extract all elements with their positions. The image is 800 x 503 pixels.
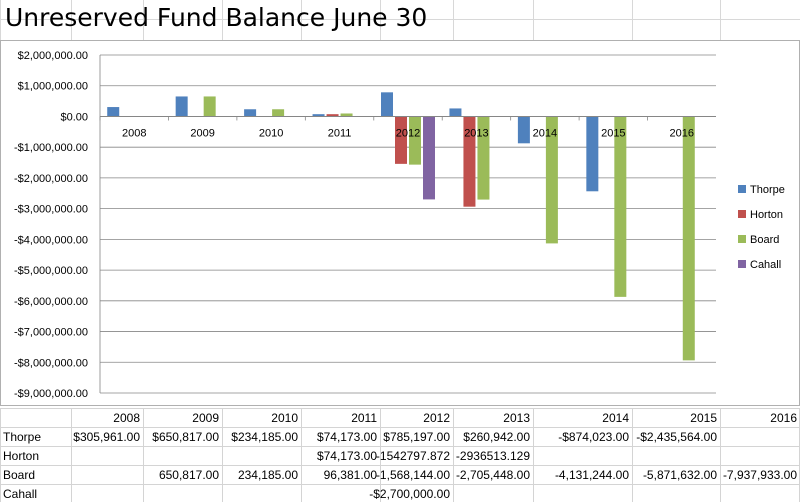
x-tick-label: 2016	[670, 127, 694, 139]
table-cell: -1,568,144.00	[375, 468, 450, 482]
legend-swatch-cahall	[738, 260, 746, 268]
table-cell: -1542797.872	[375, 449, 450, 463]
table-row-label: Horton	[3, 449, 40, 463]
chart-area-border	[0, 40, 800, 406]
table-cell: -5,871,632.00	[642, 468, 717, 482]
bar-board-2014	[545, 116, 558, 244]
chart-bars	[107, 92, 695, 361]
table-cell: -4,131,244.00	[554, 468, 629, 482]
bar-thorpe-2012	[381, 92, 393, 117]
y-tick-label: $0.00	[60, 111, 88, 123]
bar-board-2015	[614, 116, 627, 297]
bar-cahall-2012	[423, 116, 435, 200]
table-row-label: Board	[3, 468, 36, 482]
bar-board-2013	[477, 116, 490, 200]
table-cell: $785,197.00	[383, 430, 450, 444]
table-header-cell: 2016	[770, 411, 797, 425]
table-header-cell: 2009	[192, 411, 219, 425]
table-row-label: Cahall	[3, 487, 38, 501]
bar-horton-2013	[463, 116, 476, 207]
legend-swatch-board	[738, 235, 746, 243]
table-cell: $74,173.00	[316, 430, 377, 444]
table-cell: 650,817.00	[158, 468, 219, 482]
x-tick-label: 2013	[464, 127, 488, 139]
bar-chart: $2,000,000.00 $1,000,000.00 $0.00 -$1,000,0…	[0, 40, 800, 406]
legend-label-horton: Horton	[750, 209, 783, 221]
x-axis-tick-labels: 2008 2009 2010 2011 2012 2013 2014 2015 2016	[122, 127, 694, 139]
y-tick-label: -$5,000,000.00	[14, 265, 88, 277]
y-tick-label: -$9,000,000.00	[14, 388, 88, 400]
table-header-cell: 2015	[690, 411, 717, 425]
table-cell: -2,705,448.00	[455, 468, 530, 482]
x-tick-label: 2014	[533, 127, 557, 139]
bar-thorpe-2011	[312, 114, 325, 117]
table-row-label: Thorpe	[3, 430, 42, 444]
legend-label-board: Board	[750, 234, 779, 246]
x-tick-label: 2009	[190, 127, 214, 139]
table-cell: -2936513.129	[455, 449, 530, 463]
sheet-title: Unreserved Fund Balance June 30	[5, 3, 428, 32]
y-tick-label: $2,000,000.00	[18, 50, 88, 62]
y-tick-label: -$2,000,000.00	[14, 173, 88, 185]
bar-horton-2011	[326, 114, 339, 117]
table-cell: 234,185.00	[237, 468, 298, 482]
bar-thorpe-2010	[244, 109, 257, 117]
bar-board-2010	[272, 109, 285, 117]
x-tick-label: 2011	[328, 127, 352, 139]
bar-thorpe-2009	[175, 96, 188, 117]
bar-thorpe-2015	[586, 116, 599, 192]
data-table: 2008 2009 2010 2011 2012 2013 2014 2015 2016 Thor…	[0, 408, 800, 502]
table-cell: -7,937,933.00	[722, 468, 797, 482]
bar-board-2016	[682, 116, 695, 361]
y-axis-tick-labels: $2,000,000.00 $1,000,000.00 $0.00 -$1,000,0…	[14, 50, 88, 400]
y-tick-label: -$3,000,000.00	[14, 204, 88, 216]
bar-thorpe-2008	[107, 107, 120, 117]
table-cell: $234,185.00	[231, 430, 298, 444]
y-tick-label: -$6,000,000.00	[14, 296, 88, 308]
bar-board-2012	[409, 116, 421, 165]
legend-label-cahall: Cahall	[750, 259, 781, 271]
table-cell: -$874,023.00	[558, 430, 629, 444]
table-cell: -$2,700,000.00	[369, 487, 450, 501]
chart-legend: Thorpe Horton Board Cahall	[738, 184, 785, 271]
y-tick-label: -$8,000,000.00	[14, 357, 88, 369]
bar-board-2009	[203, 96, 216, 117]
table-header-cell: 2013	[503, 411, 530, 425]
bar-thorpe-2013	[449, 108, 462, 117]
table-header-cell: 2011	[351, 411, 377, 425]
x-tick-label: 2015	[601, 127, 625, 139]
legend-swatch-thorpe	[738, 185, 746, 193]
y-tick-label: -$7,000,000.00	[14, 327, 88, 339]
table-header-cell: 2012	[423, 411, 450, 425]
table-header-cell: 2010	[271, 411, 298, 425]
bar-thorpe-2014	[517, 116, 530, 144]
spreadsheet-gridlines	[0, 0, 800, 40]
table-header-cell: 2008	[113, 411, 140, 425]
y-tick-label: -$4,000,000.00	[14, 234, 88, 246]
table-cell: $74,173.00	[316, 449, 377, 463]
table-cell: $650,817.00	[152, 430, 219, 444]
legend-swatch-horton	[738, 210, 746, 218]
bar-horton-2012	[395, 116, 407, 164]
table-cell: $260,942.00	[463, 430, 530, 444]
bar-board-2011	[340, 113, 353, 117]
legend-label-thorpe: Thorpe	[750, 184, 785, 196]
table-cell: 96,381.00	[323, 468, 377, 482]
table-cell: -$2,435,564.00	[636, 430, 717, 444]
x-tick-label: 2008	[122, 127, 146, 139]
table-gridlines	[0, 408, 800, 502]
y-tick-label: -$1,000,000.00	[14, 142, 88, 154]
x-tick-label: 2010	[259, 127, 283, 139]
y-tick-label: $1,000,000.00	[18, 81, 88, 93]
x-tick-label: 2012	[396, 127, 420, 139]
table-cell: $305,961.00	[73, 430, 140, 444]
table-header-cell: 2014	[602, 411, 629, 425]
